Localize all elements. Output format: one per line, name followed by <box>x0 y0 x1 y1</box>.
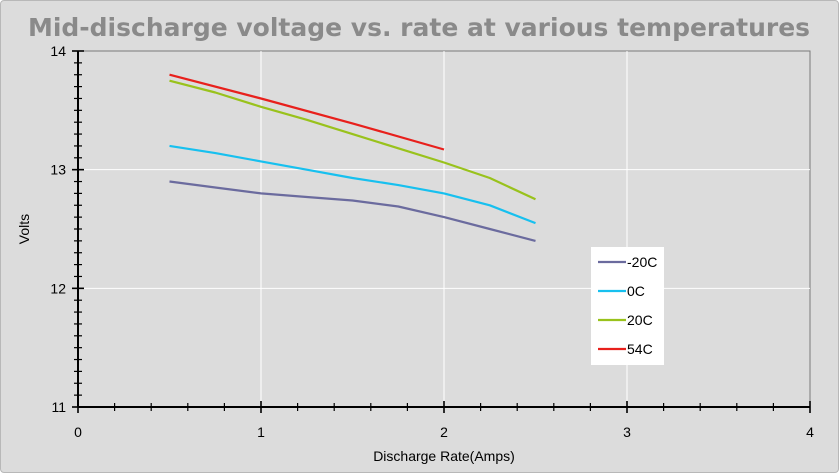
x-axis-label: Discharge Rate(Amps) <box>373 448 515 464</box>
legend-label: 0C <box>627 283 645 299</box>
series-line--20C <box>169 180 536 242</box>
legend: -20C 0C 20C 54C <box>591 247 664 365</box>
series-lines <box>169 73 536 242</box>
legend-label: 20C <box>627 312 653 328</box>
y-tick-label: 14 <box>50 43 66 59</box>
legend-label: -20C <box>627 254 657 270</box>
y-tick-label: 11 <box>51 399 66 415</box>
series-line-20C <box>169 79 536 201</box>
series-line-0C <box>169 144 536 225</box>
series-line-54C <box>169 73 445 151</box>
legend-label: 54C <box>627 341 653 357</box>
tick-marks <box>72 50 811 413</box>
y-tick-label: 12 <box>50 280 66 296</box>
legend-box <box>591 247 664 365</box>
x-tick-label: 2 <box>440 424 448 440</box>
x-tick-label: 0 <box>74 424 82 440</box>
y-axis-label: Volts <box>16 214 32 244</box>
chart-title: Mid-discharge voltage vs. rate at variou… <box>28 13 810 42</box>
grid-lines <box>78 51 810 407</box>
x-tick-label: 4 <box>806 424 814 440</box>
y-tick-label: 13 <box>50 162 66 178</box>
x-tick-label: 1 <box>257 424 265 440</box>
x-tick-label: 3 <box>623 424 631 440</box>
